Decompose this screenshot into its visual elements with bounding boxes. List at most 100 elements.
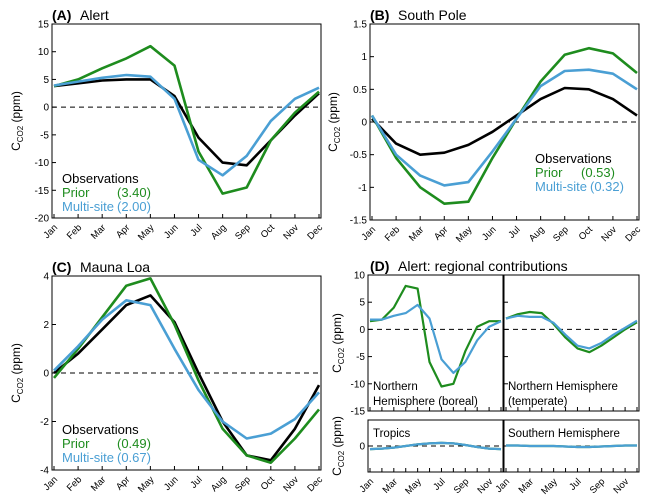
subplot-label-nh-boreal-line1: Northern (373, 381, 418, 393)
panel-c-letter: (C) (52, 259, 71, 275)
panel-a-title-text: Alert (80, 7, 109, 23)
panel-a-month-label: May (136, 222, 157, 243)
panel-b-ytick-label: 0.5 (353, 85, 367, 96)
panel-a-month-label: Apr (114, 222, 132, 240)
panel-d-bottom-1-series-multi-site-line (506, 444, 637, 449)
panel-c-month-label: Jun (162, 474, 181, 493)
legend-prior: Prior (62, 185, 90, 200)
panel-b-month-label: Jul (506, 224, 522, 240)
panel-b-month-label: May (454, 224, 475, 245)
legend-prior-value: (0.49) (117, 436, 151, 451)
panel-b-legend: Observations Prior (0.53) Multi-site (0.… (535, 151, 624, 194)
panel-d-bottom-0-month-label: Mar (381, 476, 400, 495)
panel-d-top-0-series-multi-site-line (370, 303, 502, 374)
panel-a-month-label: Feb (65, 222, 84, 241)
panel-a-month-label: Aug (209, 222, 229, 242)
panel-b-month-label: Apr (432, 224, 450, 242)
panel-a-ytick-label: -20 (35, 214, 50, 225)
panel-d-bottom-0-month-label: Jan (358, 476, 377, 495)
panel-b-ytick-label: 1.5 (353, 20, 367, 31)
panel-a-legend: Observations Prior (3.40) Multi-site (2.… (62, 171, 151, 214)
panel-b-month-label: Dec (623, 224, 643, 244)
legend-multisite: Multi-site (62, 450, 114, 465)
panel-a-ytick-label: 15 (38, 20, 50, 31)
panel-d-top-1-series-prior-line (505, 310, 638, 354)
panel-d-top-ylabel: CCO2 (ppm) (330, 313, 346, 373)
panel-b-month-label: Oct (577, 224, 595, 242)
panel-c-month-label: Sep (233, 474, 253, 494)
panel-b-month-label: Jan (360, 224, 379, 243)
panel-c-month-label: Dec (305, 474, 325, 494)
panel-b-series-multi-site-line (370, 68, 638, 187)
panel-c-ytick-label: -2 (40, 417, 49, 428)
panel-b-ytick-label: 1 (361, 52, 367, 63)
panel-a-ylabel: CCO2 (ppm) (9, 91, 25, 151)
panel-a-month-label: Mar (89, 222, 108, 241)
panel-d-top-0-ytick-label: 10 (354, 271, 366, 282)
panel-c-title: (C) Mauna Loa (52, 259, 150, 275)
panel-a-series-multi-site-line (53, 73, 320, 177)
panel-b-ytick-label: -1.5 (350, 216, 368, 227)
panel-a-month-label: Oct (259, 222, 277, 240)
panel-d-bottom-1-month-label: Sep (588, 476, 608, 496)
panel-d-bottom-1-month-label: Mar (517, 476, 536, 495)
subplot-label-nh-temperate-line1: Northern Hemisphere (508, 381, 618, 393)
legend-multisite: Multi-site (535, 179, 587, 194)
panel-a-series-prior-line (53, 44, 320, 195)
panel-c-ytick-label: -4 (40, 466, 49, 477)
panel-d-bottom-0-ytick-label: 0 (359, 442, 365, 453)
panel-c-month-label: Jul (188, 474, 204, 490)
panel-b-title-text: South Pole (398, 7, 467, 23)
panel-a-ytick-label: 5 (43, 75, 49, 86)
panel-c-month-label: Nov (281, 474, 301, 494)
panel-d-bottom-1-month-label: May (539, 476, 560, 497)
panel-c-ytick-label: 2 (43, 320, 49, 331)
panel-d-top-0-ytick-label: -15 (351, 407, 366, 418)
panel-b-series-observations-line (371, 86, 638, 156)
legend-prior: Prior (62, 436, 90, 451)
panel-a-month-label: Dec (305, 222, 325, 242)
panel-b-month-label: Feb (383, 224, 402, 243)
legend-multisite-value: (0.32) (590, 179, 624, 194)
panel-d-subplot-labels: Northern Hemisphere (boreal) Northern He… (373, 381, 620, 440)
panel-a-month-label: Nov (281, 222, 301, 242)
panel-a-ytick-label: 10 (38, 47, 50, 58)
panel-d-top-0-series-prior-line (369, 284, 501, 388)
panel-a-month-label: Jan (42, 222, 61, 241)
panel-c-month-label: Feb (65, 474, 84, 493)
panel-d-bottom-0-series-multi-site-line (369, 441, 502, 451)
panel-a-month-label: Jun (162, 222, 181, 241)
panel-b-month-label: Aug (527, 224, 547, 244)
panel-c-month-label: Oct (259, 474, 277, 492)
subplot-label-southern-hemisphere: Southern Hemisphere (508, 428, 620, 440)
panel-b-ytick-label: -1 (358, 183, 367, 194)
panel-d-top-0-ytick-label: -10 (351, 379, 366, 390)
panel-d-title-text: Alert: regional contributions (398, 258, 568, 274)
panel-b-letter: (B) (370, 7, 389, 23)
panel-d-bottom-1-month-label: Nov (611, 476, 631, 496)
legend-observations: Observations (62, 171, 139, 186)
panel-a-month-label: Sep (233, 222, 253, 242)
legend-multisite-value: (0.67) (117, 450, 151, 465)
panel-a-series-observations-line (53, 78, 320, 167)
panel-c-month-label: Mar (89, 474, 108, 493)
panel-d-top-0-frame (367, 274, 504, 412)
panel-b-month-label: Sep (551, 224, 571, 244)
panel-d-bottom-ylabel: CCO2 (ppm) (330, 416, 346, 476)
panel-a-ytick-label: -10 (35, 158, 50, 169)
panel-c-series-observations-line (53, 294, 321, 462)
panel-d-top-0-ytick-label: 0 (359, 325, 365, 336)
panel-a-month-label: Jul (188, 222, 204, 238)
panel-a-ytick-label: -15 (35, 186, 50, 197)
panel-b-month-label: Mar (407, 224, 426, 243)
panel-c-series-multi-site-line (53, 298, 320, 440)
legend-multisite-value: (2.00) (117, 199, 151, 214)
panel-c-ytick-label: 0 (43, 369, 49, 380)
panel-d-bottom-1-month-label: Jan (494, 476, 513, 495)
panel-a-letter: (A) (52, 7, 71, 23)
panel-c-ylabel: CCO2 (ppm) (9, 343, 25, 403)
panel-b-title: (B) South Pole (370, 7, 467, 23)
panel-b-month-label: Jun (480, 224, 499, 243)
